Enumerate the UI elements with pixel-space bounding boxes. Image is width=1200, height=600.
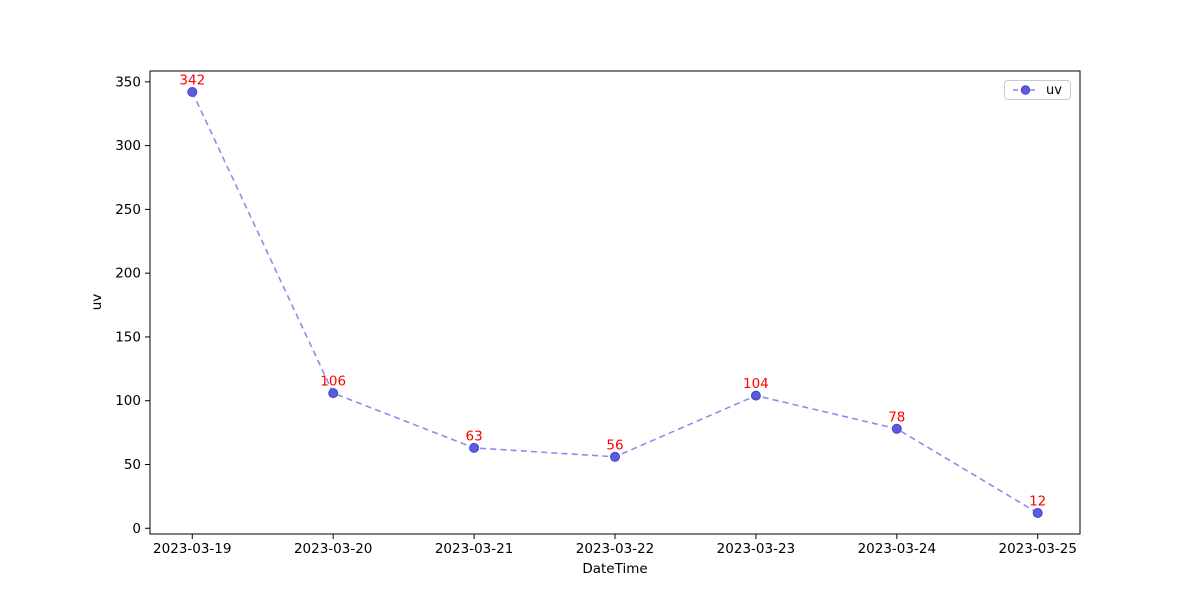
x-tick-label: 2023-03-23 xyxy=(717,541,795,557)
y-tick-label: 250 xyxy=(115,202,141,218)
data-point xyxy=(328,388,339,399)
point-label: 78 xyxy=(888,409,905,425)
data-point xyxy=(1032,508,1043,518)
plot-border xyxy=(149,70,1081,535)
x-tick-label: 2023-03-25 xyxy=(998,541,1076,557)
x-tick-label: 2023-03-22 xyxy=(576,541,654,557)
x-axis-title: DateTime xyxy=(582,561,648,577)
data-point xyxy=(891,423,902,434)
legend: uv xyxy=(1004,80,1071,100)
data-point xyxy=(750,390,761,401)
data-point xyxy=(610,451,620,462)
legend-line-marker-icon xyxy=(1013,85,1038,95)
point-label: 56 xyxy=(606,437,623,453)
y-tick-label: 200 xyxy=(115,266,141,282)
x-tick-label: 2023-03-19 xyxy=(153,541,231,557)
point-label: 104 xyxy=(743,376,769,392)
y-axis-title: uv xyxy=(89,293,105,311)
x-tick-label: 2023-03-24 xyxy=(858,541,936,557)
point-label: 106 xyxy=(320,374,346,390)
y-tick-label: 100 xyxy=(115,393,141,409)
point-label: 12 xyxy=(1029,494,1046,510)
point-label: 342 xyxy=(179,73,205,89)
legend-label: uv xyxy=(1046,82,1062,98)
y-tick-label: 150 xyxy=(115,329,141,345)
data-point xyxy=(469,442,480,453)
y-tick-label: 0 xyxy=(132,521,141,537)
point-label: 63 xyxy=(466,428,483,444)
x-tick-label: 2023-03-20 xyxy=(294,541,372,557)
y-tick-label: 350 xyxy=(115,74,141,90)
y-tick-label: 300 xyxy=(115,138,141,154)
data-point xyxy=(187,87,198,97)
y-tick-label: 50 xyxy=(124,457,141,473)
x-tick-label: 2023-03-21 xyxy=(435,541,513,557)
